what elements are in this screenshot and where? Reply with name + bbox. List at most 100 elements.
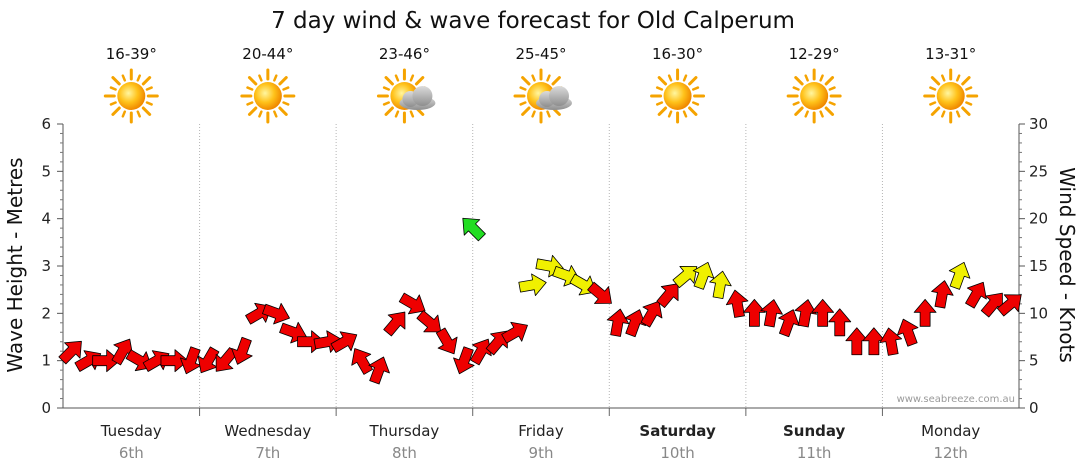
right-tick-label: 20 <box>1029 210 1048 228</box>
wind-arrow <box>231 336 253 365</box>
wind-arrow <box>656 283 679 308</box>
wind-arrow <box>111 338 134 366</box>
sun-ray <box>246 86 254 91</box>
right-tick-label: 0 <box>1029 399 1039 417</box>
wind-arrow <box>262 302 290 325</box>
sun-ray <box>792 86 800 91</box>
right-tick-label: 10 <box>1029 304 1048 322</box>
sun-ray <box>521 106 531 116</box>
right-tick-label: 15 <box>1029 257 1048 275</box>
wind-arrow <box>965 281 987 309</box>
sun-ray <box>384 106 394 116</box>
wind-arrow <box>501 321 528 344</box>
left-tick-label: 3 <box>41 257 51 275</box>
day-name-label: Saturday <box>639 422 716 440</box>
sun-ray <box>145 86 153 91</box>
sunny-icon <box>240 68 296 124</box>
wind-arrow <box>197 346 220 374</box>
sun-ray <box>278 106 288 116</box>
wind-arrows <box>58 217 1022 385</box>
sun-ray <box>531 110 536 118</box>
wind-arrow <box>794 299 818 328</box>
sun-ray <box>121 74 127 82</box>
wind-arrow <box>160 349 189 373</box>
partly-cloudy-icon <box>376 68 436 124</box>
sun-ray <box>794 76 804 86</box>
wind-arrow <box>760 299 783 328</box>
wind-arrow <box>624 309 646 338</box>
day-date-label: 7th <box>255 444 280 462</box>
wind-arrow <box>351 348 373 375</box>
day-date-label: 8th <box>392 444 417 462</box>
sun-ray <box>682 110 688 118</box>
sun-ray <box>941 74 946 82</box>
sun-ray <box>828 101 836 106</box>
sun-ray <box>824 76 835 86</box>
sun-ray <box>546 74 551 82</box>
wind-arrow-strong <box>462 217 486 242</box>
sun-disc <box>936 82 965 110</box>
sun-ray <box>955 74 961 82</box>
sun-ray <box>688 106 698 116</box>
sun-ray <box>965 101 973 106</box>
temp-range-label: 25-45° <box>515 45 566 63</box>
wind-arrow <box>725 289 749 318</box>
sun-ray <box>688 76 698 86</box>
partly-cloudy-icon <box>513 68 572 124</box>
sun-ray <box>655 86 664 91</box>
sun-ray <box>682 74 688 82</box>
sun-ray <box>247 76 258 86</box>
wind-arrow <box>398 292 426 315</box>
wind-arrow <box>383 311 406 337</box>
sun-ray <box>941 110 946 118</box>
sun-ray <box>109 101 117 106</box>
sun-ray <box>792 101 800 106</box>
day-name-label: Wednesday <box>224 422 311 440</box>
sun-ray <box>136 110 141 118</box>
day-date-label: 10th <box>660 444 694 462</box>
sun-ray <box>111 106 121 116</box>
day-name-label: Tuesday <box>100 422 162 440</box>
wind-arrow <box>470 338 492 366</box>
chart-title: 7 day wind & wave forecast for Old Calpe… <box>271 8 795 34</box>
day-date-label: 12th <box>933 444 967 462</box>
wind-arrow <box>862 327 886 356</box>
sun-ray <box>804 74 809 82</box>
sun-ray <box>667 110 673 118</box>
wind-arrow <box>828 308 852 337</box>
sun-ray <box>930 76 941 86</box>
wind-arrow <box>368 356 390 385</box>
sun-ray <box>667 74 673 82</box>
wind-arrow <box>58 340 82 365</box>
chart-grid <box>62 124 1020 416</box>
sun-ray <box>546 110 551 118</box>
wind-arrow <box>606 308 630 337</box>
temp-range-label: 20-44° <box>242 45 293 63</box>
wind-arrow <box>453 346 475 375</box>
right-axis-title: Wind Speed - Knots <box>1055 167 1079 363</box>
sun-ray <box>519 101 527 106</box>
wind-arrow <box>518 273 547 296</box>
sun-ray <box>929 101 937 106</box>
sun-ray <box>136 74 141 82</box>
left-tick-label: 1 <box>41 352 51 370</box>
wind-arrow <box>330 331 358 353</box>
right-axis: 0 5 10 15 20 25 30 <box>1019 115 1048 417</box>
wind-arrow <box>845 327 869 356</box>
day-name-label: Friday <box>518 422 564 440</box>
sun-ray <box>109 86 117 91</box>
sun-ray <box>955 110 961 118</box>
temp-range-label: 16-39° <box>106 45 157 63</box>
day-name-label: Thursday <box>369 422 440 440</box>
sun-ray <box>409 110 415 118</box>
sunny-icon <box>923 68 979 124</box>
sun-ray <box>692 101 700 106</box>
sunny-icon <box>103 68 159 124</box>
sun-ray <box>273 110 278 118</box>
wind-arrow <box>778 309 800 338</box>
sun-ray <box>111 76 121 86</box>
left-tick-label: 2 <box>41 304 51 322</box>
sun-ray <box>819 110 824 118</box>
sun-ray <box>141 106 152 116</box>
